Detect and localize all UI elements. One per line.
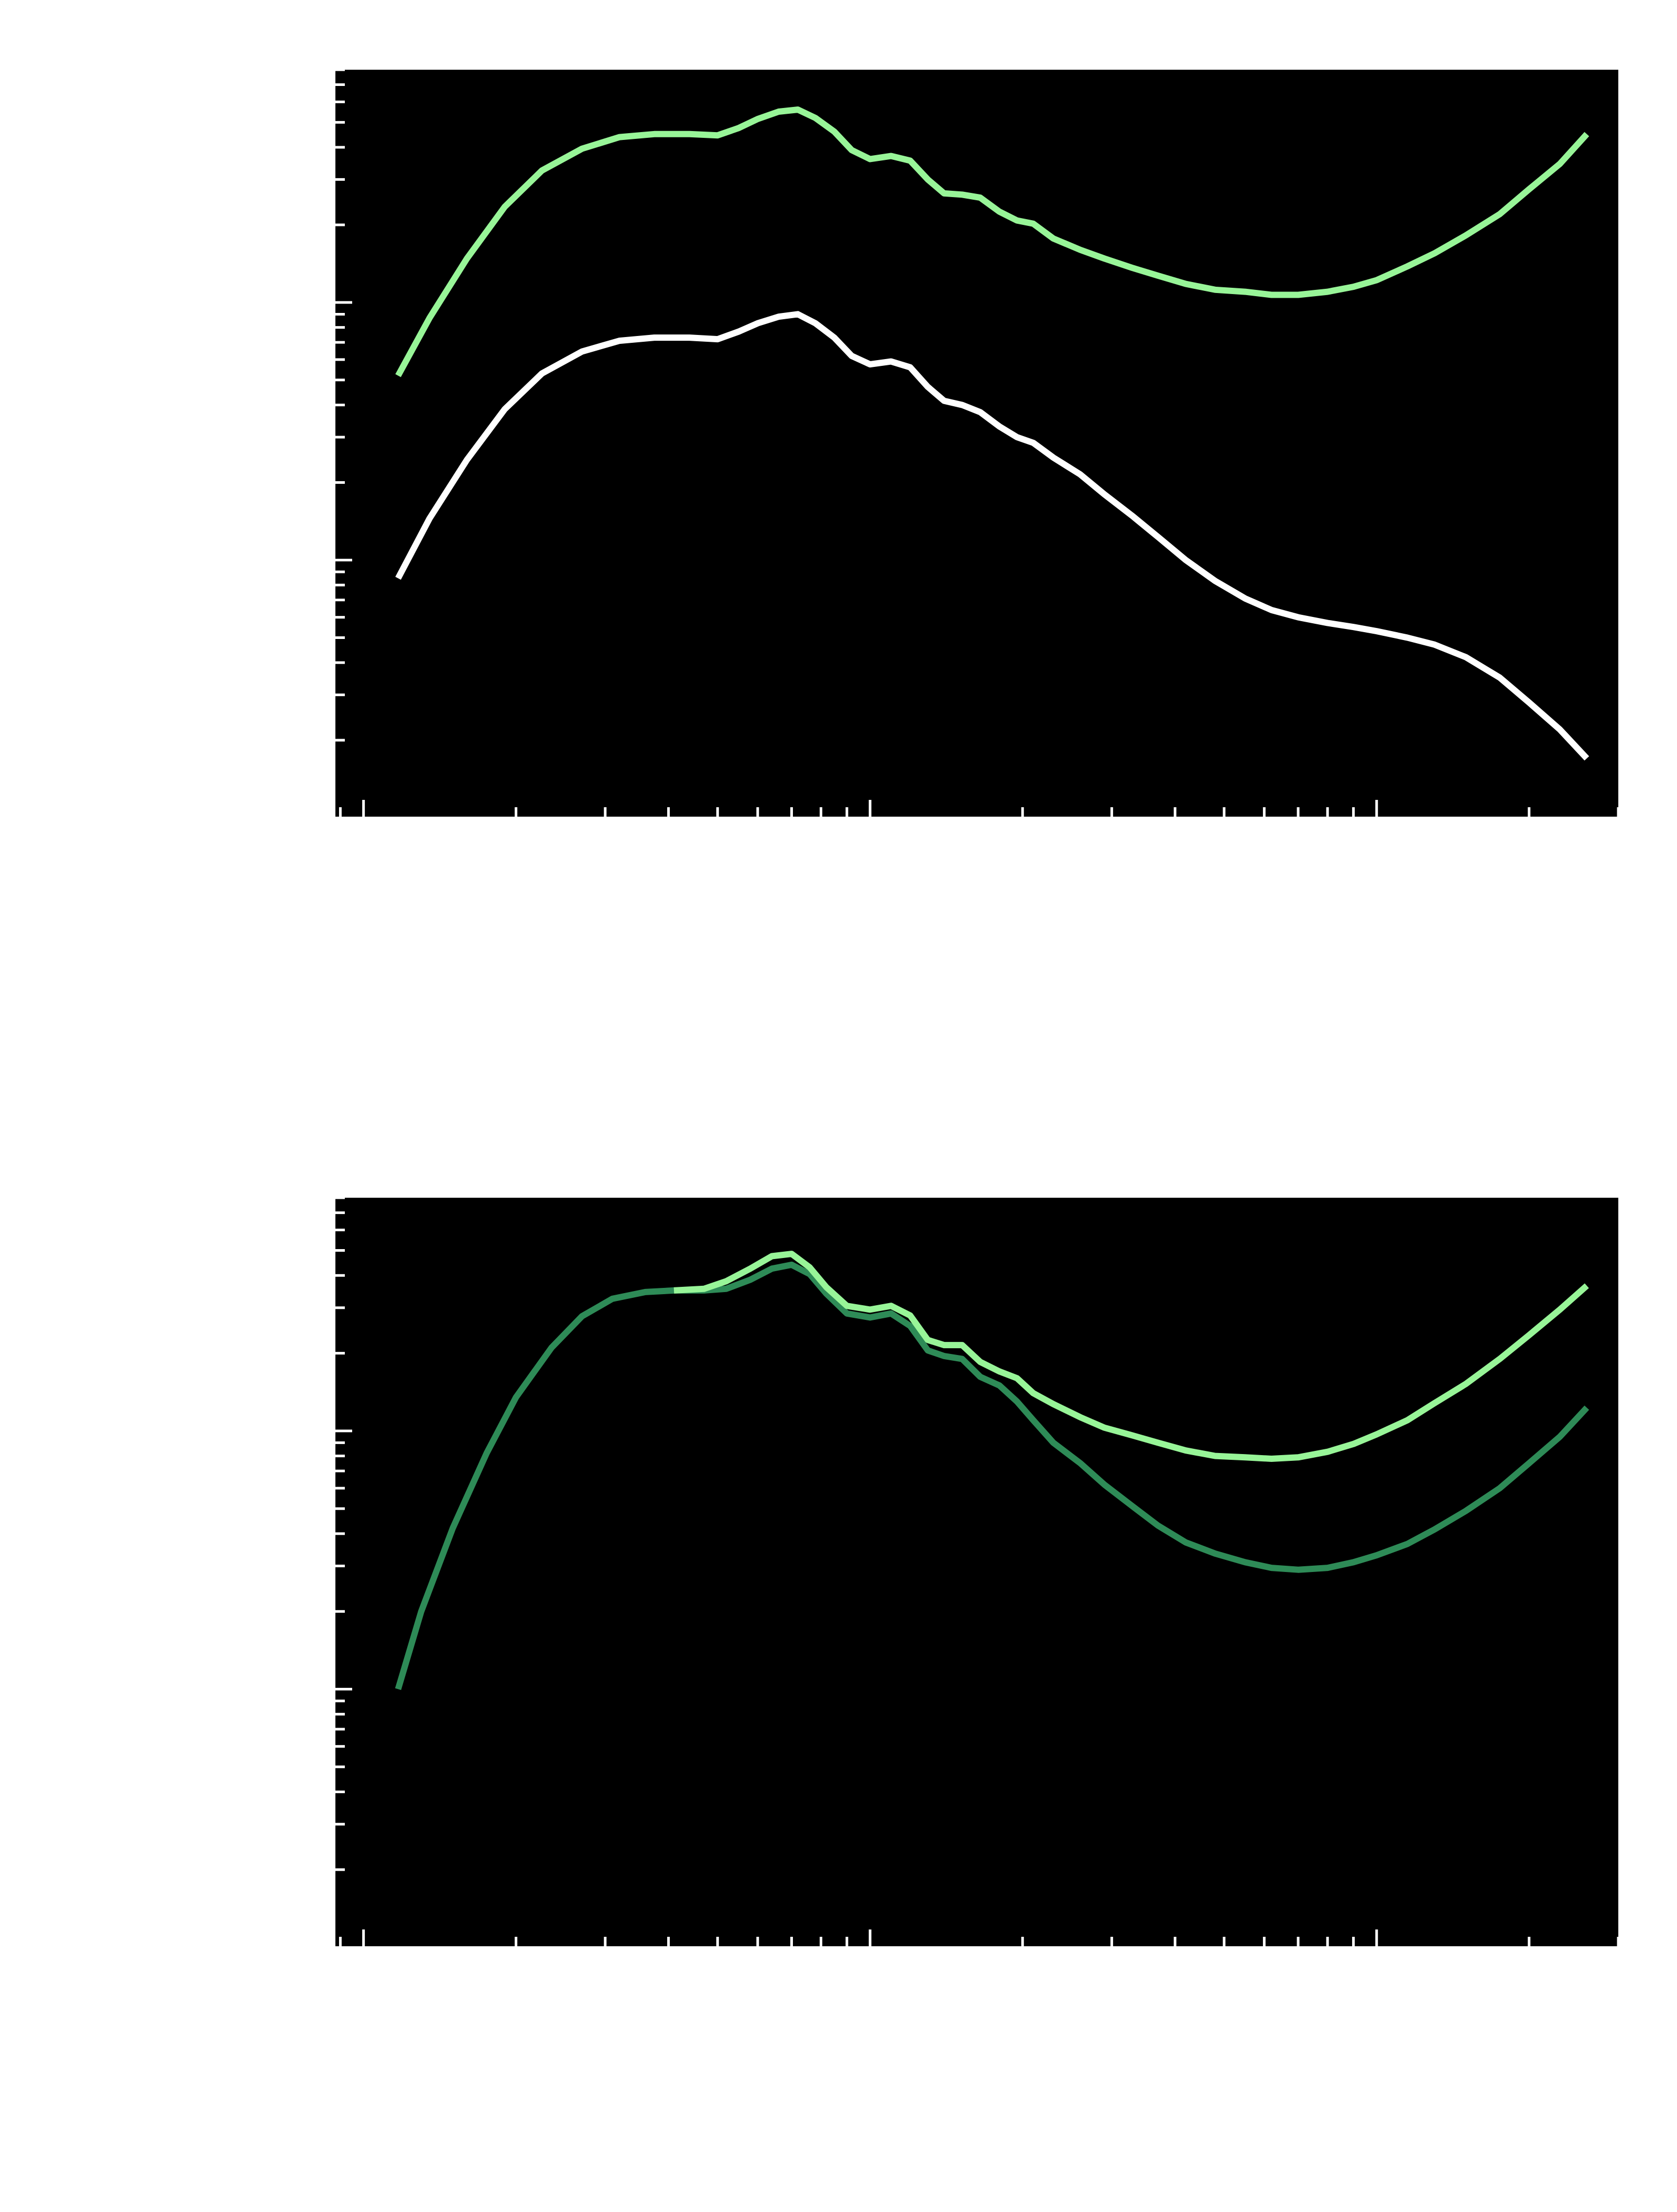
- top-panel: [335, 68, 1620, 817]
- bottom-panel-axes: [335, 1198, 1618, 1946]
- bottom-panel-ticks: [335, 1196, 1620, 1946]
- top-panel-ticks: [335, 68, 1620, 817]
- bottom-panel-lines: [395, 1251, 1589, 1690]
- bottom-panel: [335, 1196, 1620, 1946]
- series-line-1: [673, 1251, 1589, 1462]
- series-line-1: [395, 311, 1589, 761]
- series-line-0: [395, 106, 1589, 377]
- top-panel-lines: [395, 106, 1589, 761]
- series-line-0: [395, 1261, 1589, 1690]
